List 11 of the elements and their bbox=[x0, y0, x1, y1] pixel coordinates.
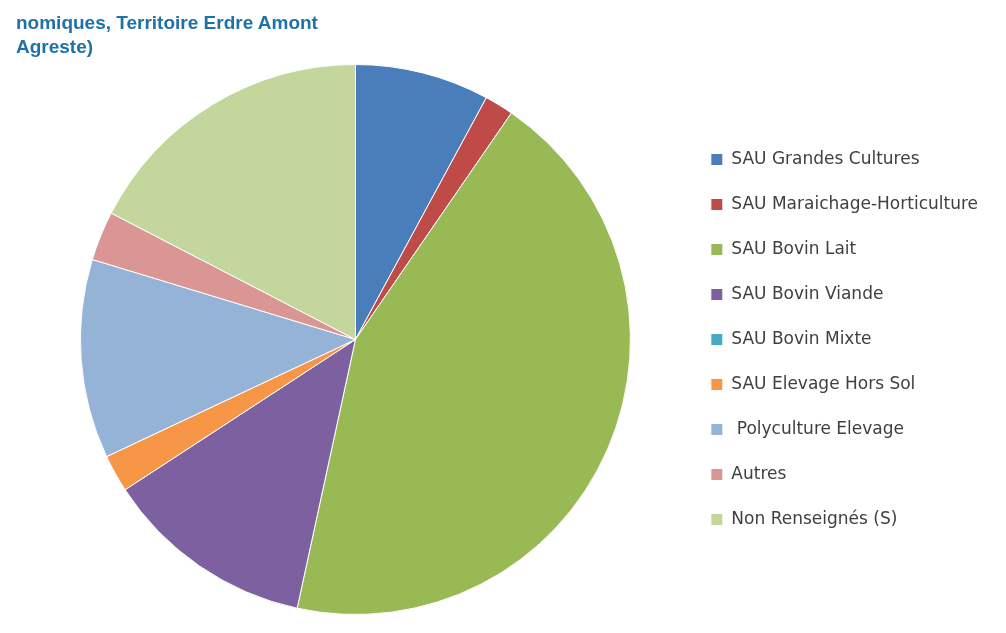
legend-label: Non Renseignés (S) bbox=[731, 507, 898, 528]
legend-label: Polyculture Elevage bbox=[731, 417, 905, 438]
legend-label: SAU Bovin Viande bbox=[731, 282, 884, 303]
legend-label: SAU Elevage Hors Sol bbox=[731, 372, 916, 393]
legend-label: SAU Bovin Lait bbox=[731, 237, 857, 258]
legend-label: SAU Grandes Cultures bbox=[731, 147, 920, 168]
legend-label: SAU Maraichage-Horticulture bbox=[731, 192, 979, 213]
text: nomiques, Territoire Erdre Amont bbox=[16, 11, 319, 33]
text: Agreste) bbox=[16, 35, 94, 57]
legend-label: Autres bbox=[731, 462, 787, 483]
legend-label: SAU Bovin Mixte bbox=[731, 327, 872, 348]
